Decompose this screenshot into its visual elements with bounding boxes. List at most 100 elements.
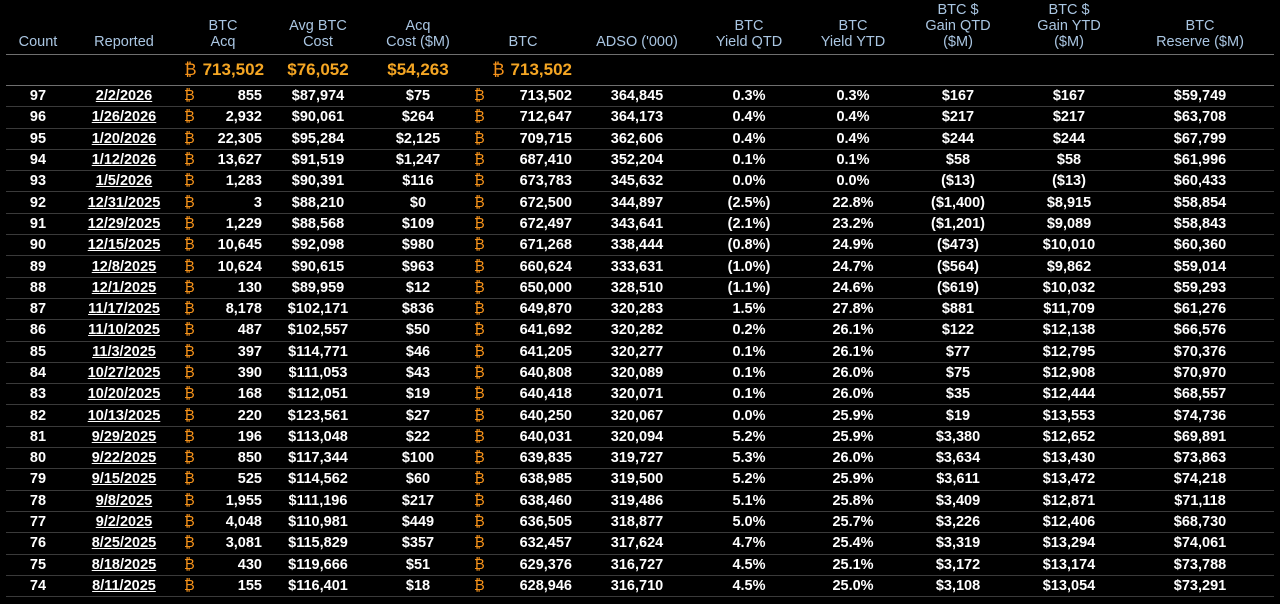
table-row[interactable]: 84 10/27/2025 ₿ 390 $111,053 $43 ₿ 640,808 320,0… xyxy=(6,362,1274,385)
reported-date-link[interactable]: 1/5/2026 xyxy=(95,173,153,190)
cell-reported[interactable]: 12/29/2025 xyxy=(70,213,178,236)
header-gain-qtd[interactable]: BTC $ Gain QTD ($M) xyxy=(904,0,1012,55)
cell-reported[interactable]: 11/17/2025 xyxy=(70,298,178,321)
table-row[interactable]: 82 10/13/2025 ₿ 220 $123,561 $27 ₿ 640,250 320,0… xyxy=(6,404,1274,427)
header-yield-ytd[interactable]: BTC Yield YTD xyxy=(802,0,904,55)
cell-yield-ytd: 0.1% xyxy=(802,149,904,172)
header-row: Count Reported BTC Acq Avg BTC Cost Acq Cos… xyxy=(6,0,1274,55)
table-row[interactable]: 97 2/2/2026 ₿ 855 $87,974 $75 ₿ 713,502 364,845 0… xyxy=(6,85,1274,108)
table-row[interactable]: 89 12/8/2025 ₿ 10,624 $90,615 $963 ₿ 660,624 333… xyxy=(6,255,1274,278)
cell-reported[interactable]: 8/18/2025 xyxy=(70,554,178,576)
cell-gain-qtd: $3,611 xyxy=(904,468,1012,491)
cell-btc-acq: ₿ 430 xyxy=(178,554,268,576)
table-row[interactable]: 76 8/25/2025 ₿ 3,081 $115,829 $357 ₿ 632,457 317… xyxy=(6,532,1274,555)
cell-reported[interactable]: 9/8/2025 xyxy=(70,490,178,512)
reported-date-link[interactable]: 12/31/2025 xyxy=(87,194,161,211)
reported-date-link[interactable]: 8/25/2025 xyxy=(91,535,157,552)
cell-reported[interactable]: 1/26/2026 xyxy=(70,106,178,129)
header-count[interactable]: Count xyxy=(6,0,70,55)
cell-reported[interactable]: 9/29/2025 xyxy=(70,426,178,449)
reported-date-link[interactable]: 9/8/2025 xyxy=(95,492,153,509)
cell-reported[interactable]: 12/31/2025 xyxy=(70,191,178,214)
reported-date-link[interactable]: 12/8/2025 xyxy=(91,258,157,275)
header-acq-cost[interactable]: Acq Cost ($M) xyxy=(368,0,468,55)
cell-reported[interactable]: 12/1/2025 xyxy=(70,277,178,299)
table-row[interactable]: 93 1/5/2026 ₿ 1,283 $90,391 $116 ₿ 673,783 345,6… xyxy=(6,170,1274,193)
cell-reported[interactable]: 1/20/2026 xyxy=(70,128,178,150)
reported-date-link[interactable]: 10/13/2025 xyxy=(87,407,161,424)
header-gain-ytd[interactable]: BTC $ Gain YTD ($M) xyxy=(1012,0,1126,55)
reported-date-link[interactable]: 9/22/2025 xyxy=(91,450,157,467)
header-btc[interactable]: BTC xyxy=(468,0,578,55)
table-row[interactable]: 88 12/1/2025 ₿ 130 $89,959 $12 ₿ 650,000 328,510… xyxy=(6,277,1274,299)
reported-date-link[interactable]: 8/18/2025 xyxy=(91,556,157,573)
header-yield-qtd[interactable]: BTC Yield QTD xyxy=(696,0,802,55)
cell-adso: 328,510 xyxy=(578,277,696,299)
reported-date-link[interactable]: 10/20/2025 xyxy=(87,386,161,403)
reported-date-link[interactable]: 11/17/2025 xyxy=(88,301,160,318)
cell-reported[interactable]: 9/2/2025 xyxy=(70,511,178,534)
reported-date-link[interactable]: 12/1/2025 xyxy=(91,279,157,296)
table-row[interactable]: 77 9/2/2025 ₿ 4,048 $110,981 $449 ₿ 636,505 318,… xyxy=(6,511,1274,534)
reported-date-link[interactable]: 8/11/2025 xyxy=(92,577,156,594)
cell-reported[interactable]: 10/13/2025 xyxy=(70,404,178,427)
table-row[interactable]: 96 1/26/2026 ₿ 2,932 $90,061 $264 ₿ 712,647 364,… xyxy=(6,106,1274,129)
table-row[interactable]: 79 9/15/2025 ₿ 525 $114,562 $60 ₿ 638,985 319,50… xyxy=(6,468,1274,491)
header-reported[interactable]: Reported xyxy=(70,0,178,55)
cell-count: 87 xyxy=(6,298,70,321)
reported-date-link[interactable]: 11/10/2025 xyxy=(88,322,160,339)
reported-date-link[interactable]: 10/27/2025 xyxy=(87,365,161,381)
table-row[interactable]: 94 1/12/2026 ₿ 13,627 $91,519 $1,247 ₿ 687,410 3… xyxy=(6,149,1274,172)
table-row[interactable]: 91 12/29/2025 ₿ 1,229 $88,568 $109 ₿ 672,497 343… xyxy=(6,213,1274,236)
cell-reported[interactable]: 10/20/2025 xyxy=(70,383,178,406)
reported-date-link[interactable]: 1/20/2026 xyxy=(91,130,157,147)
cell-reported[interactable]: 12/15/2025 xyxy=(70,234,178,257)
reported-date-link[interactable]: 9/29/2025 xyxy=(91,428,157,445)
header-reserve[interactable]: BTC Reserve ($M) xyxy=(1126,0,1274,55)
cell-reported[interactable]: 10/27/2025 xyxy=(70,362,178,385)
cell-reported[interactable]: 12/8/2025 xyxy=(70,255,178,278)
totals-empty-gain-ytd xyxy=(1012,54,1126,86)
reported-date-link[interactable]: 2/2/2026 xyxy=(95,88,153,105)
cell-reported[interactable]: 11/10/2025 xyxy=(70,319,178,342)
cell-reported[interactable]: 1/5/2026 xyxy=(70,170,178,193)
cell-reported[interactable]: 8/25/2025 xyxy=(70,532,178,555)
cell-gain-qtd: ($13) xyxy=(904,170,1012,193)
reported-date-link[interactable]: 12/29/2025 xyxy=(87,215,161,232)
table-row[interactable]: 78 9/8/2025 ₿ 1,955 $111,196 $217 ₿ 638,460 319,… xyxy=(6,490,1274,512)
reported-date-link[interactable]: 1/12/2026 xyxy=(91,152,157,169)
cell-btc: ₿ 641,205 xyxy=(468,341,578,363)
table-row[interactable]: 81 9/29/2025 ₿ 196 $113,048 $22 ₿ 640,031 320,09… xyxy=(6,426,1274,449)
header-btc-acq[interactable]: BTC Acq xyxy=(178,0,268,55)
reported-date-link[interactable]: 9/2/2025 xyxy=(95,514,153,531)
cell-reported[interactable]: 9/15/2025 xyxy=(70,468,178,491)
table-row[interactable]: 95 1/20/2026 ₿ 22,305 $95,284 $2,125 ₿ 709,715 3… xyxy=(6,128,1274,150)
table-row[interactable]: 90 12/15/2025 ₿ 10,645 $92,098 $980 ₿ 671,268 33… xyxy=(6,234,1274,257)
table-row[interactable]: 75 8/18/2025 ₿ 430 $119,666 $51 ₿ 629,376 316,72… xyxy=(6,554,1274,576)
cell-btc-acq: ₿ 2,932 xyxy=(178,106,268,129)
reported-date-link[interactable]: 11/3/2025 xyxy=(92,343,156,360)
header-avg-cost[interactable]: Avg BTC Cost xyxy=(268,0,368,55)
header-adso[interactable]: ADSO ('000) xyxy=(578,0,696,55)
table-row[interactable]: 85 11/3/2025 ₿ 397 $114,771 $46 ₿ 641,205 320,27… xyxy=(6,341,1274,363)
cell-reserve: $58,854 xyxy=(1126,191,1274,214)
table-row[interactable]: 80 9/22/2025 ₿ 850 $117,344 $100 ₿ 639,835 319,7… xyxy=(6,447,1274,470)
reported-date-link[interactable]: 12/15/2025 xyxy=(87,237,161,254)
reported-date-link[interactable]: 1/26/2026 xyxy=(91,109,157,126)
reported-date-link[interactable]: 9/15/2025 xyxy=(91,471,157,488)
cell-reported[interactable]: 1/12/2026 xyxy=(70,149,178,172)
table-row[interactable]: 87 11/17/2025 ₿ 8,178 $102,171 $836 ₿ 649,870 32… xyxy=(6,298,1274,321)
cell-reported[interactable]: 8/11/2025 xyxy=(70,575,178,598)
cell-btc-acq: ₿ 10,645 xyxy=(178,234,268,257)
cell-reported[interactable]: 2/2/2026 xyxy=(70,85,178,108)
table-row[interactable]: 86 11/10/2025 ₿ 487 $102,557 $50 ₿ 641,692 320,2… xyxy=(6,319,1274,342)
table-row[interactable]: 74 8/11/2025 ₿ 155 $116,401 $18 ₿ 628,946 316,71… xyxy=(6,575,1274,598)
cell-reported[interactable]: 9/22/2025 xyxy=(70,447,178,470)
cell-avg-cost: $112,051 xyxy=(268,383,368,406)
cell-reported[interactable]: 11/3/2025 xyxy=(70,341,178,363)
table-row[interactable]: 92 12/31/2025 ₿ 3 $88,210 $0 ₿ 672,500 344,897 (2… xyxy=(6,191,1274,214)
cell-yield-qtd: 0.0% xyxy=(696,404,802,427)
cell-gain-ytd: $13,054 xyxy=(1012,575,1126,598)
table-row[interactable]: 83 10/20/2025 ₿ 168 $112,051 $19 ₿ 640,418 320,0… xyxy=(6,383,1274,406)
cell-yield-ytd: 0.3% xyxy=(802,85,904,108)
